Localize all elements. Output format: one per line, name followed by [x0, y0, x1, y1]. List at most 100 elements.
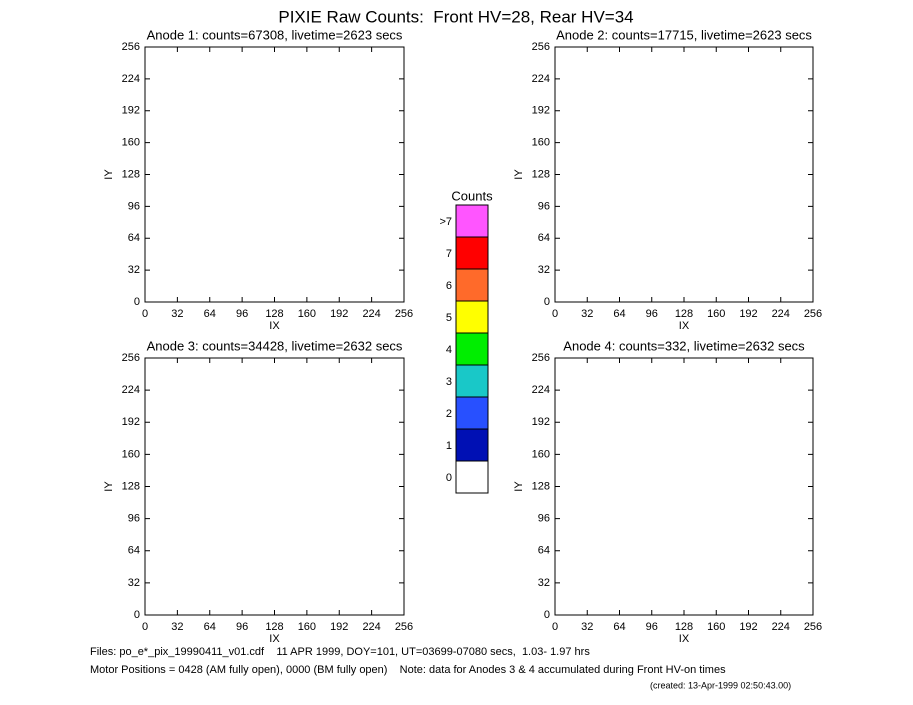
- x-tick-label: 128: [675, 308, 693, 320]
- x-tick-label: 32: [171, 621, 183, 633]
- colorbar-label: 5: [446, 312, 452, 324]
- x-axis-label: IX: [269, 320, 280, 332]
- colorbar-label: 0: [446, 472, 452, 484]
- x-axis-label: IX: [269, 633, 280, 645]
- x-tick-label: 192: [739, 308, 757, 320]
- x-tick-label: 160: [707, 621, 725, 633]
- y-tick-label: 96: [128, 513, 140, 525]
- colorbar-swatch: [455, 396, 489, 430]
- x-axis-label: IX: [679, 320, 690, 332]
- x-tick-label: 224: [772, 308, 790, 320]
- plot-frame: [144, 46, 405, 303]
- y-tick-label: 64: [128, 545, 140, 557]
- y-axis-label: IY: [513, 169, 525, 180]
- x-tick-label: 0: [142, 621, 148, 633]
- x-tick-label: 0: [552, 621, 558, 633]
- x-tick-label: 32: [581, 621, 593, 633]
- y-tick-label: 128: [122, 168, 140, 180]
- y-tick-label: 192: [532, 105, 550, 117]
- panel-title: Anode 1: counts=67308, livetime=2623 sec…: [147, 27, 403, 42]
- colorbar-label: 2: [446, 408, 452, 420]
- y-tick-label: 32: [538, 577, 550, 589]
- colorbar-label: 3: [446, 376, 452, 388]
- y-tick-label: 256: [532, 352, 550, 364]
- x-tick-label: 96: [646, 308, 658, 320]
- colorbar-swatch: [455, 236, 489, 270]
- footer-files: Files: po_e*_pix_19990411_v01.cdf 11 APR…: [90, 646, 590, 658]
- colorbar-label: 6: [446, 280, 452, 292]
- colorbar-swatch: [455, 204, 489, 238]
- x-tick-label: 64: [613, 308, 625, 320]
- x-tick-label: 256: [804, 621, 822, 633]
- y-tick-label: 0: [544, 296, 550, 308]
- colorbar-swatch: [455, 364, 489, 398]
- y-axis-label: IY: [103, 481, 115, 492]
- x-tick-label: 0: [552, 308, 558, 320]
- x-tick-label: 224: [772, 621, 790, 633]
- y-tick-label: 192: [532, 416, 550, 428]
- y-tick-label: 32: [538, 264, 550, 276]
- y-tick-label: 224: [122, 384, 140, 396]
- y-tick-label: 0: [134, 609, 140, 621]
- y-tick-label: 256: [532, 41, 550, 53]
- x-tick-label: 128: [265, 308, 283, 320]
- x-tick-label: 64: [204, 621, 216, 633]
- x-tick-label: 192: [330, 308, 348, 320]
- colorbar-swatch: [455, 460, 489, 494]
- plot-frame: [144, 357, 405, 616]
- y-tick-label: 0: [134, 296, 140, 308]
- y-tick-label: 32: [128, 264, 140, 276]
- figure-title: PIXIE Raw Counts: Front HV=28, Rear HV=3…: [278, 7, 633, 26]
- x-tick-label: 128: [675, 621, 693, 633]
- x-tick-label: 128: [265, 621, 283, 633]
- colorbar-label: 1: [446, 440, 452, 452]
- panel-title: Anode 3: counts=34428, livetime=2632 sec…: [147, 338, 403, 353]
- y-tick-label: 224: [532, 384, 550, 396]
- x-tick-label: 224: [362, 308, 380, 320]
- x-tick-label: 0: [142, 308, 148, 320]
- x-tick-label: 160: [298, 308, 316, 320]
- y-tick-label: 160: [122, 448, 140, 460]
- x-tick-label: 64: [613, 621, 625, 633]
- footer-motor: Motor Positions = 0428 (AM fully open), …: [90, 664, 726, 676]
- y-tick-label: 64: [538, 545, 550, 557]
- y-tick-label: 192: [122, 105, 140, 117]
- x-tick-label: 32: [581, 308, 593, 320]
- colorbar-title: Counts: [451, 188, 493, 203]
- y-tick-label: 160: [532, 137, 550, 149]
- colorbar-swatch: [455, 332, 489, 366]
- y-tick-label: 128: [122, 480, 140, 492]
- y-tick-label: 160: [532, 448, 550, 460]
- y-tick-label: 128: [532, 480, 550, 492]
- y-tick-label: 160: [122, 137, 140, 149]
- x-tick-label: 32: [171, 308, 183, 320]
- x-tick-label: 96: [236, 621, 248, 633]
- y-tick-label: 224: [122, 73, 140, 85]
- x-tick-label: 192: [739, 621, 757, 633]
- x-tick-label: 160: [298, 621, 316, 633]
- x-tick-label: 160: [707, 308, 725, 320]
- x-tick-label: 256: [395, 621, 413, 633]
- y-tick-label: 224: [532, 73, 550, 85]
- y-tick-label: 192: [122, 416, 140, 428]
- y-axis-label: IY: [513, 481, 525, 492]
- plot-frame: [554, 46, 814, 303]
- y-axis-label: IY: [103, 169, 115, 180]
- y-tick-label: 128: [532, 168, 550, 180]
- y-tick-label: 256: [122, 352, 140, 364]
- colorbar-label: >7: [439, 216, 452, 228]
- x-tick-label: 256: [395, 308, 413, 320]
- panel-title: Anode 4: counts=332, livetime=2632 secs: [563, 338, 805, 353]
- x-tick-label: 224: [362, 621, 380, 633]
- plot-frame: [554, 357, 814, 616]
- colorbar-label: 7: [446, 248, 452, 260]
- colorbar-swatch: [455, 268, 489, 302]
- x-tick-label: 96: [646, 621, 658, 633]
- x-tick-label: 96: [236, 308, 248, 320]
- x-tick-label: 256: [804, 308, 822, 320]
- y-tick-label: 96: [538, 200, 550, 212]
- panel-title: Anode 2: counts=17715, livetime=2623 sec…: [556, 27, 812, 42]
- x-tick-label: 64: [204, 308, 216, 320]
